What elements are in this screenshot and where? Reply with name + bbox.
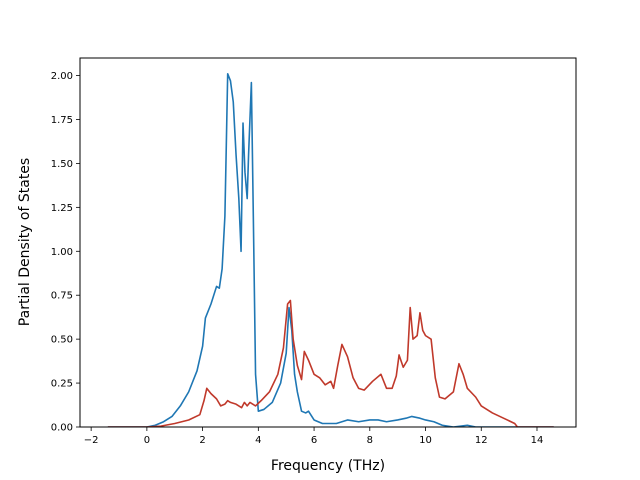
y-tick-label: 0.50 — [51, 335, 73, 346]
y-tick-label: 1.25 — [51, 203, 73, 214]
x-tick-label: 4 — [255, 435, 261, 446]
plot-frame — [79, 57, 577, 428]
y-tick-label: 1.75 — [51, 115, 73, 126]
series-line-1 — [107, 73, 554, 427]
y-tick-label: 0.00 — [51, 423, 73, 434]
y-tick-label: 1.00 — [51, 247, 73, 258]
series-layer — [107, 73, 554, 427]
x-tick-label: 6 — [311, 435, 317, 446]
y-axis-label: Partial Density of States — [17, 158, 33, 326]
y-tick-label: 2.00 — [51, 71, 73, 82]
x-tick-label: 10 — [419, 435, 432, 446]
y-tick-label: 0.25 — [51, 379, 73, 390]
x-tick-label: 0 — [144, 435, 150, 446]
y-tick-label: 0.75 — [51, 291, 73, 302]
y-axis: 0.00 0.25 0.50 0.75 1.00 1.25 1.50 1.75 2.00 — [51, 71, 80, 434]
x-tick-label: 14 — [531, 435, 544, 446]
x-tick-label: 12 — [475, 435, 488, 446]
x-tick-label: 2 — [199, 435, 205, 446]
y-tick-label: 1.50 — [51, 159, 73, 170]
x-axis-label: Frequency (THz) — [271, 458, 385, 474]
series-line-2 — [107, 299, 554, 427]
x-axis: −2 0 2 4 6 8 10 12 14 — [84, 427, 544, 446]
x-tick-label: 8 — [367, 435, 373, 446]
x-tick-label: −2 — [84, 435, 99, 446]
